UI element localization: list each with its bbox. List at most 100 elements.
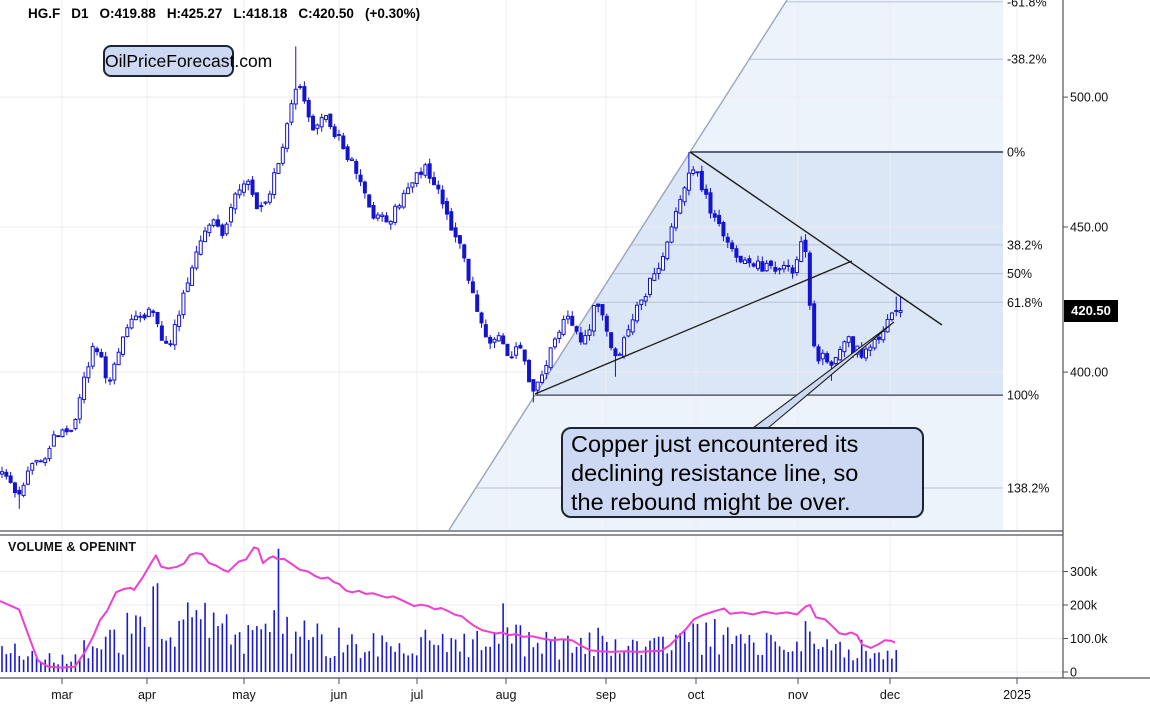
volume-bar [230, 644, 232, 672]
month-label: jul [410, 688, 424, 702]
candle-body [635, 304, 640, 322]
candle-body [103, 356, 108, 379]
candle-body [69, 429, 74, 432]
volume-bar [662, 636, 664, 672]
candle-body [4, 471, 9, 477]
candle-body [86, 366, 91, 379]
candle-body [367, 194, 372, 208]
candle-body [527, 360, 532, 383]
candle-body [254, 192, 259, 210]
month-label: aug [496, 688, 517, 702]
volume-bar [446, 652, 448, 672]
volume-bar [225, 614, 228, 672]
candle-body [768, 260, 773, 267]
candle-body [99, 351, 104, 358]
candle-body [846, 336, 851, 343]
volume-bar [757, 654, 759, 672]
candle-body [747, 258, 752, 264]
volume-bar [161, 639, 163, 672]
volume-bar [588, 632, 591, 672]
candle-body [371, 205, 376, 219]
candle-body [613, 348, 618, 357]
candle-body [488, 336, 493, 344]
volume-bar [428, 640, 431, 672]
volume-bar [294, 631, 297, 672]
candle-body [712, 213, 717, 218]
volume-bar [627, 645, 630, 672]
volume-bar [463, 633, 466, 672]
candle-body [302, 86, 307, 102]
volume-bar [532, 647, 535, 672]
ticker-part: H:425.27 [166, 6, 223, 21]
candle-body [617, 353, 622, 356]
candle-body [410, 182, 415, 188]
candle-body [259, 205, 264, 207]
annotation-line: declining resistance line, so [571, 460, 859, 486]
candle-body [565, 315, 570, 320]
candle-body [0, 471, 4, 475]
volume-bar [778, 646, 781, 672]
candle-body [142, 314, 147, 319]
volume-bar [567, 635, 569, 672]
volume-bar [593, 656, 595, 672]
candle-body [596, 303, 601, 307]
volume-bar [307, 639, 310, 672]
candle-body [336, 134, 341, 136]
volume-bar [169, 637, 172, 672]
volume-bar [329, 657, 332, 672]
candle-body [548, 347, 553, 369]
volume-bar [640, 654, 643, 672]
candle-body [95, 348, 100, 353]
volume-bar [675, 634, 677, 672]
candle-body [263, 201, 268, 204]
candle-body [479, 312, 484, 324]
volume-bar [148, 646, 150, 672]
candle-body [496, 335, 501, 342]
volume-bar [506, 627, 509, 672]
volume-bar [688, 642, 690, 672]
candle-body [203, 230, 208, 243]
candle-body [816, 346, 821, 362]
volume-bar [459, 651, 461, 672]
candle-body [362, 181, 367, 194]
volume-bar [886, 650, 889, 672]
candle-body [388, 220, 393, 225]
volume-bar [476, 630, 478, 672]
candle-body [237, 189, 242, 196]
candle-body [842, 341, 847, 353]
brand-badge-text: OilPriceForecast.com [105, 51, 273, 71]
candle-body [151, 310, 156, 313]
candle-body [38, 460, 43, 463]
volume-bar [636, 641, 638, 672]
candle-body [717, 214, 722, 225]
candle-body [678, 199, 683, 214]
candle-body [198, 240, 203, 255]
candle-body [319, 117, 324, 128]
volume-bar [243, 653, 245, 672]
volume-bar [312, 637, 314, 672]
volume-bar [657, 636, 660, 672]
volume-bar [761, 654, 764, 672]
volume-bar [83, 640, 85, 672]
volume-bar [467, 657, 470, 672]
volume-bar [182, 619, 185, 672]
volume-bar [510, 643, 513, 672]
volume-bar [774, 641, 777, 672]
candle-body [794, 259, 799, 274]
candle-body [725, 236, 730, 243]
candle-body [64, 428, 69, 433]
volume-bar [752, 642, 755, 672]
candle-body [233, 193, 238, 210]
volume-bar [895, 650, 898, 672]
candle-body [552, 338, 557, 348]
candle-body [803, 239, 808, 253]
candle-body [30, 462, 35, 471]
candle-body [872, 338, 877, 349]
candle-body [375, 214, 380, 219]
candle-body [155, 311, 160, 325]
candle-body [246, 180, 251, 185]
open-interest-line [0, 546, 896, 669]
candle-body [704, 188, 709, 195]
candle-body [812, 303, 817, 347]
